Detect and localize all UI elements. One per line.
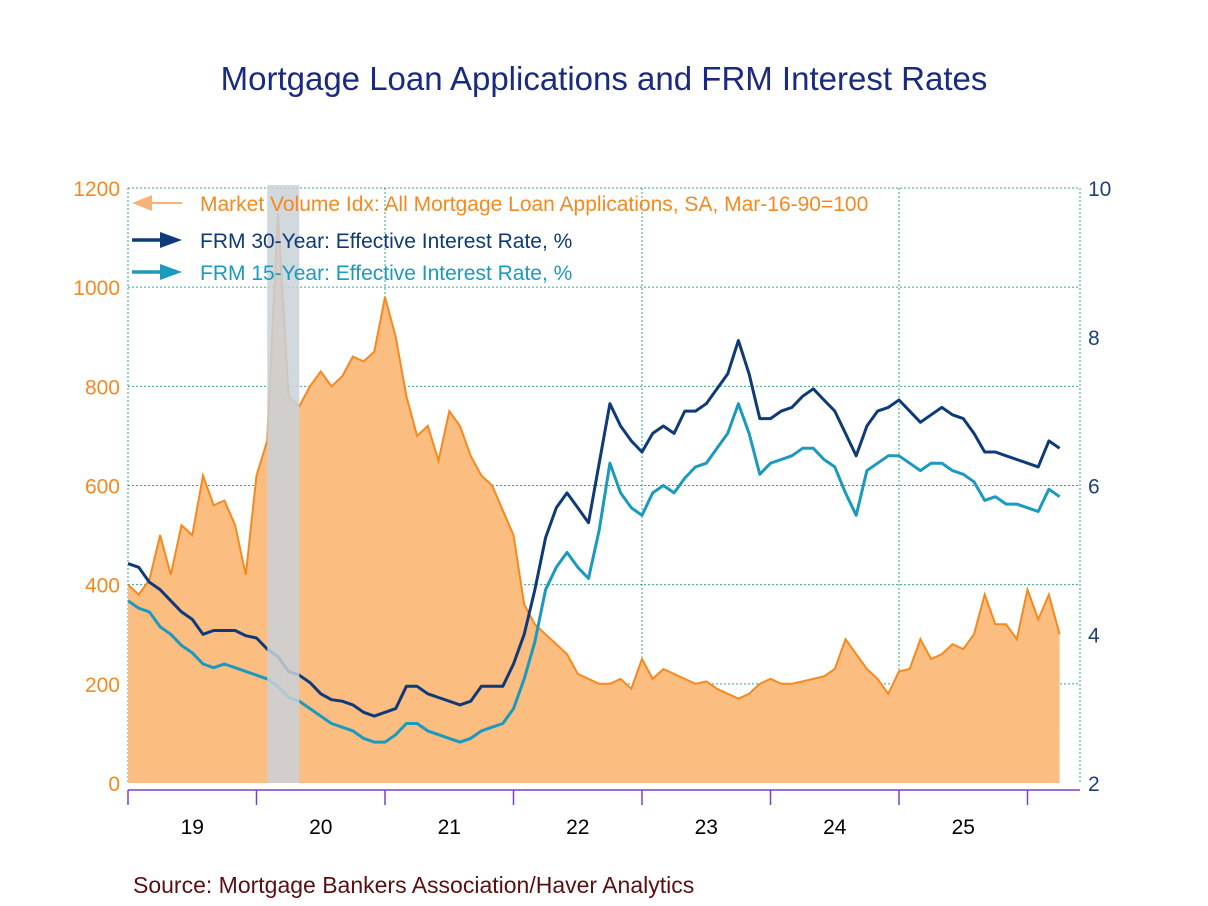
left-tick-label: 1200 <box>73 178 120 201</box>
recession-shading <box>267 185 300 783</box>
left-tick-label: 600 <box>85 476 120 499</box>
right-tick-label: 8 <box>1088 327 1100 350</box>
x-tick-label: 21 <box>438 816 461 839</box>
left-tick-label: 200 <box>85 674 120 697</box>
legend-arrow-right-icon <box>160 232 182 248</box>
axes: 19 20 21 22 23 24 2502004006008001000120024681… <box>73 178 1111 839</box>
right-tick-label: 4 <box>1088 624 1100 647</box>
x-tick-label: 24 <box>823 816 847 839</box>
x-tick-label: 23 <box>695 816 718 839</box>
right-tick-label: 10 <box>1088 178 1111 201</box>
legend: Market Volume Idx: All Mortgage Loan App… <box>132 193 868 285</box>
right-tick-label: 6 <box>1088 476 1100 499</box>
source-note: Source: Mortgage Bankers Association/Hav… <box>133 872 694 898</box>
legend-label: Market Volume Idx: All Mortgage Loan App… <box>200 193 868 216</box>
legend-label: FRM 30-Year: Effective Interest Rate, % <box>200 230 572 253</box>
x-tick-label: 22 <box>566 816 589 839</box>
left-tick-label: 1000 <box>73 277 120 300</box>
x-tick-label: 25 <box>952 816 975 839</box>
left-tick-label: 0 <box>108 773 120 796</box>
x-tick-label: 20 <box>309 816 332 839</box>
legend-label: FRM 15-Year: Effective Interest Rate, % <box>200 262 572 285</box>
legend-arrow-right-icon <box>160 264 182 280</box>
left-tick-label: 400 <box>85 575 120 598</box>
legend-arrow-left-icon <box>132 195 152 211</box>
recession-band <box>267 185 300 783</box>
left-tick-label: 800 <box>85 376 120 399</box>
area-market-volume <box>128 212 1060 784</box>
x-tick-label: 19 <box>181 816 204 839</box>
chart-title: Mortgage Loan Applications and FRM Inter… <box>221 60 988 97</box>
right-tick-label: 2 <box>1088 773 1100 796</box>
